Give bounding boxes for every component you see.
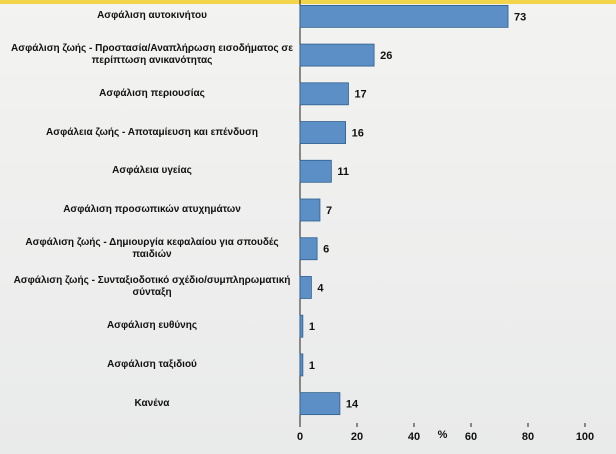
bar <box>299 198 321 222</box>
y-tick-label: Ασφάλεια υγείας <box>112 165 192 177</box>
value-label: 26 <box>380 50 392 62</box>
value-label: 1 <box>309 321 315 333</box>
y-tick-label: Ασφάλιση ευθύνης <box>106 320 198 332</box>
y-tick-label: Ασφάλεια ζωής - Αποταμίευση και επένδυση <box>46 126 258 138</box>
x-tick-label: 60 <box>465 431 477 443</box>
bar <box>299 82 349 106</box>
bar <box>299 121 346 144</box>
x-tick-label: 80 <box>522 431 534 443</box>
y-tick-label: Ασφάλιση αυτοκινήτου <box>97 10 207 22</box>
bar <box>299 353 304 377</box>
x-tick-label: 40 <box>408 431 420 443</box>
bar <box>299 276 312 299</box>
y-tick-label: Ασφάλιση προσωπικών ατυχημάτων <box>63 204 241 215</box>
value-label: 73 <box>514 11 526 23</box>
y-tick-label: Ασφάλιση περιουσίας <box>99 87 205 99</box>
bar <box>299 314 304 338</box>
x-axis-label: % <box>438 429 448 441</box>
y-tick-label: Ασφάλιση ζωής - Δημιουργία κεφαλαίου για… <box>25 236 279 260</box>
x-tick-label: 0 <box>297 431 303 443</box>
bar <box>299 392 341 416</box>
value-label: 6 <box>323 244 329 256</box>
value-label: 17 <box>354 89 366 101</box>
bar <box>299 159 332 183</box>
y-tick-label: Ασφάλιση ζωής - Συνταξιοδοτικό σχέδιο/συ… <box>13 275 291 299</box>
y-tick-label: Ασφάλιση ταξιδιού <box>107 358 197 370</box>
bar <box>299 43 375 67</box>
y-tick-label: Ασφάλιση ζωής - Προστασία/Αναπλήρωση εισ… <box>11 43 293 67</box>
value-label: 7 <box>326 205 332 217</box>
bar <box>299 237 318 261</box>
x-tick-label: 20 <box>351 431 363 443</box>
value-label: 1 <box>309 360 315 372</box>
top-strip <box>0 0 616 4</box>
x-tick-label: 100 <box>576 431 594 443</box>
value-label: 4 <box>317 282 324 294</box>
y-tick-label: Κανένα <box>134 397 170 409</box>
value-label: 16 <box>352 127 364 139</box>
value-label: 11 <box>337 166 349 178</box>
value-label: 14 <box>346 399 359 411</box>
bar <box>299 4 509 28</box>
